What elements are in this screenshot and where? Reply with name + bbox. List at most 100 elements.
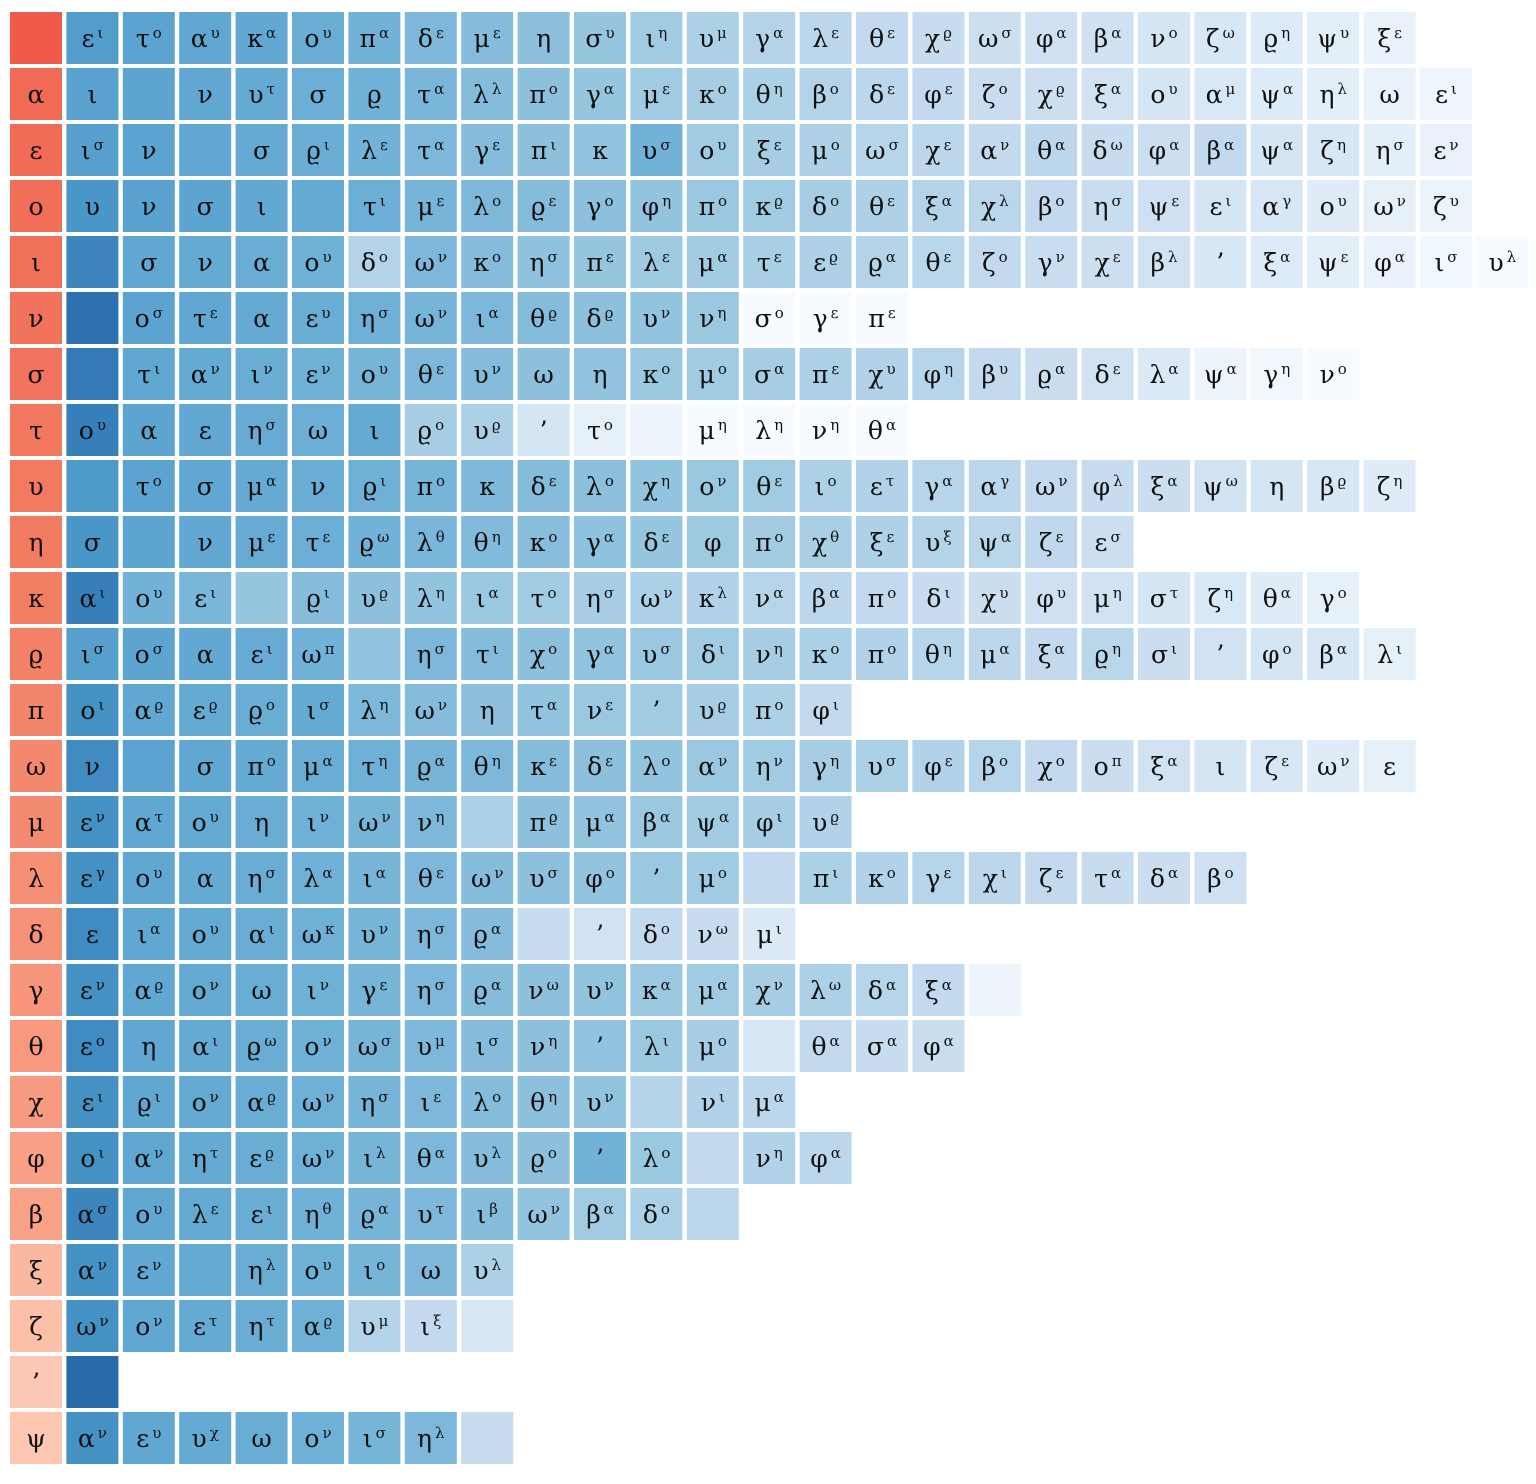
cell-label: ϱ <box>367 80 382 109</box>
heatmap-cell <box>968 628 1021 680</box>
cell-label: ω <box>1379 80 1399 109</box>
heatmap-cell <box>461 292 514 344</box>
heatmap-cell <box>686 628 739 680</box>
heatmap-cell <box>292 292 344 344</box>
heatmap-cell <box>1025 12 1078 64</box>
heatmap-cell <box>292 572 344 624</box>
heatmap-cell <box>122 1412 175 1464</box>
heatmap-cell <box>912 964 965 1016</box>
heatmap-cell <box>799 1132 852 1184</box>
heatmap-cell <box>461 1076 514 1128</box>
heatmap-cell <box>461 68 514 120</box>
heatmap-cell <box>686 1020 739 1072</box>
heatmap-cell <box>292 1244 344 1296</box>
heatmap-cell <box>1194 348 1247 400</box>
heatmap-cell <box>348 1412 401 1464</box>
heatmap-cell <box>686 1188 739 1240</box>
heatmap-cell <box>122 684 175 736</box>
heatmap-cell <box>1307 68 1360 120</box>
heatmap-cell <box>404 12 457 64</box>
heatmap-cell <box>179 1132 232 1184</box>
heatmap-cell <box>574 180 626 232</box>
heatmap-cell <box>235 852 288 904</box>
heatmap-cell <box>348 572 401 624</box>
heatmap-cell <box>686 292 739 344</box>
cell-label: ω <box>308 416 328 445</box>
heatmap-cell <box>235 404 288 456</box>
heatmap-cell <box>968 852 1021 904</box>
heatmap-cell <box>292 796 344 848</box>
cell-label: α <box>197 864 214 893</box>
heatmap-cell <box>66 740 119 792</box>
heatmap-cell <box>404 236 457 288</box>
heatmap-cell <box>348 124 401 176</box>
heatmap-cell <box>799 684 852 736</box>
heatmap-cell <box>743 124 796 176</box>
heatmap-cell <box>574 796 626 848</box>
heatmap-cell <box>799 180 852 232</box>
heatmap-cell <box>179 684 232 736</box>
heatmap-cell <box>179 740 232 792</box>
heatmap-cell <box>179 628 232 680</box>
heatmap-cell <box>1081 852 1134 904</box>
cell-label: ι <box>257 192 267 221</box>
heatmap-cell <box>856 516 908 568</box>
heatmap-cell <box>292 124 344 176</box>
heatmap-cell <box>517 1188 570 1240</box>
heatmap-cell <box>799 68 852 120</box>
cell-label: η <box>1269 472 1284 501</box>
heatmap-cell <box>66 1132 119 1184</box>
heatmap-cell <box>517 68 570 120</box>
heatmap-cell <box>1081 236 1134 288</box>
cell-label: ν <box>141 136 156 165</box>
heatmap-cell <box>1194 68 1247 120</box>
heatmap-cell <box>1420 124 1472 176</box>
heatmap-cell <box>630 348 683 400</box>
cell-label: ω <box>251 1424 271 1453</box>
heatmap-cell <box>348 68 401 120</box>
heatmap-cell <box>968 572 1021 624</box>
heatmap-cell <box>404 852 457 904</box>
heatmap-cell <box>686 124 739 176</box>
